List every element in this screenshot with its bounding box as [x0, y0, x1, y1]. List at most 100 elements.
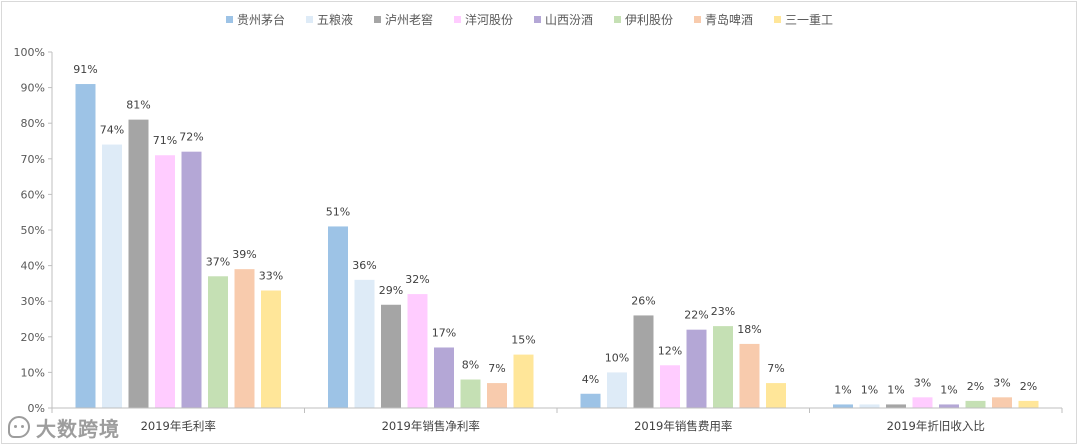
bar: [859, 404, 880, 408]
data-label: 1%: [834, 383, 851, 396]
y-tick-label: 30%: [21, 295, 45, 308]
data-label: 1%: [887, 383, 904, 396]
watermark-text: 大数跨境: [36, 416, 120, 441]
bars: 91% 74%81% 71% 72% 37%39%33% 51% 36%29%32% 17% 8…: [73, 63, 1039, 408]
legend-swatch-4: [454, 16, 461, 23]
bar: [513, 354, 534, 408]
bar: [354, 279, 375, 408]
legend-swatch-7: [694, 16, 701, 23]
bar: [633, 315, 654, 408]
legend-label-6: 伊利股份: [625, 13, 673, 27]
data-label: 22%: [684, 309, 708, 322]
data-label: 8%: [462, 359, 479, 372]
bar: [886, 404, 906, 408]
data-label: 23%: [711, 305, 735, 318]
x-category-label: 2019年销售费用率: [634, 419, 732, 433]
y-tick-label: 80%: [21, 117, 45, 130]
data-label: 1%: [861, 383, 878, 396]
data-label: 12%: [658, 344, 682, 357]
data-label: 36%: [352, 259, 376, 272]
bar: [407, 294, 428, 408]
data-label: 51%: [326, 205, 350, 218]
y-tick-label: 0%: [28, 402, 45, 415]
x-category-label: 2019年毛利率: [141, 419, 216, 433]
data-label: 3%: [914, 376, 931, 389]
data-label: 26%: [631, 294, 655, 307]
bar: [328, 226, 348, 408]
y-tick-label: 40%: [21, 260, 45, 273]
legend-label-5: 山西汾酒: [545, 13, 593, 27]
data-label: 10%: [605, 351, 629, 364]
bar: [739, 343, 760, 408]
bar: [460, 379, 481, 408]
data-label: 32%: [405, 273, 429, 286]
y-tick-label: 50%: [21, 224, 45, 237]
bar: [580, 393, 601, 408]
bar: [660, 365, 680, 408]
y-tick-label: 90%: [21, 82, 45, 95]
data-label: 7%: [767, 362, 784, 375]
y-tick-label: 100%: [14, 46, 45, 59]
data-label: 91%: [73, 63, 97, 76]
legend-label-7: 青岛啤酒: [705, 12, 753, 27]
legend-label-4: 洋河股份: [465, 12, 513, 27]
legend-label-1: 贵州茅台: [237, 12, 285, 27]
y-axis: 0% 10% 20% 30% 40% 50% 60% 70% 80% 90% 100%: [14, 46, 53, 415]
data-label: 72%: [179, 131, 203, 144]
legend-label-3: 泸州老窖: [385, 12, 433, 27]
bar: [75, 84, 96, 408]
bar: [208, 276, 228, 408]
y-tick-label: 70%: [21, 153, 45, 166]
data-label: 4%: [582, 373, 599, 386]
legend-swatch-2: [306, 16, 313, 23]
y-tick-label: 10%: [21, 366, 45, 379]
bar: [128, 119, 149, 408]
bar: [234, 269, 255, 408]
legend-swatch-5: [534, 16, 541, 23]
data-label: 33%: [259, 270, 283, 283]
legend-swatch-1: [226, 16, 233, 23]
bar: [434, 347, 454, 408]
legend-swatch-6: [614, 16, 621, 23]
bar: [381, 304, 401, 408]
bar: [607, 372, 627, 408]
chat-bubble-icon: [8, 416, 30, 438]
legend-swatch-3: [374, 16, 381, 23]
bar: [102, 144, 122, 408]
data-label: 7%: [488, 362, 505, 375]
watermark: 大数跨境: [8, 412, 120, 442]
data-label: 17%: [432, 326, 456, 339]
data-label: 18%: [737, 323, 761, 336]
data-label: 37%: [206, 255, 230, 268]
bar: [713, 326, 733, 408]
y-tick-label: 20%: [21, 331, 45, 344]
bar: [912, 397, 933, 408]
legend-label-8: 三一重工: [785, 13, 833, 27]
legend-swatch-8: [774, 16, 781, 23]
legend: 贵州茅台 五粮液 泸州老窖 洋河股份 山西汾酒 伊利股份 青岛啤酒 三一重工: [226, 12, 833, 27]
bar: [965, 400, 986, 408]
data-label: 2%: [1020, 380, 1037, 393]
data-label: 15%: [511, 334, 535, 347]
data-label: 74%: [100, 124, 124, 137]
data-label: 29%: [379, 284, 403, 297]
bar: [766, 383, 786, 408]
data-label: 39%: [232, 248, 256, 261]
x-category-label: 2019年折旧收入比: [887, 419, 985, 433]
bar: [1018, 400, 1039, 408]
bar: [155, 155, 175, 408]
x-category-label: 2019年销售净利率: [382, 419, 480, 433]
x-axis: 2019年毛利率 2019年销售净利率 2019年销售费用率 2019年折旧收入比: [51, 407, 1063, 433]
y-tick-label: 60%: [21, 188, 45, 201]
bar: [939, 404, 959, 408]
bar: [686, 329, 707, 408]
bar: [833, 404, 853, 408]
data-label: 1%: [940, 383, 957, 396]
data-label: 71%: [153, 134, 177, 147]
bar: [181, 151, 202, 408]
data-label: 81%: [126, 99, 150, 112]
data-label: 3%: [993, 376, 1010, 389]
data-label: 2%: [967, 380, 984, 393]
